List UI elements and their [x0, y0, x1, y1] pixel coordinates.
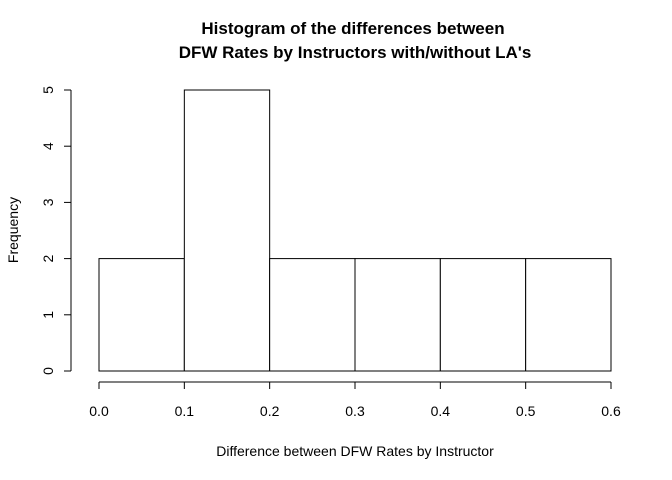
- y-tick-label-2: 2: [40, 254, 56, 262]
- y-tick-label-5: 5: [40, 86, 56, 94]
- histogram-bar-0: [98, 258, 185, 372]
- x-axis-label: Difference between DFW Rates by Instruct…: [216, 443, 494, 459]
- y-axis: 0 1 2 3 4 5: [40, 86, 72, 375]
- histogram-bars: [98, 89, 612, 372]
- x-tick-label-6: 0.6: [601, 403, 621, 419]
- x-tick-label-0: 0.0: [89, 403, 109, 419]
- x-axis: 0.0 0.1 0.2 0.3 0.4 0.5 0.6: [89, 381, 621, 419]
- histogram-bar-2: [269, 258, 356, 372]
- y-tick-label-4: 4: [40, 142, 56, 150]
- histogram-bar-5: [525, 258, 612, 372]
- chart-title-line-2: DFW Rates by Instructors with/without LA…: [179, 43, 532, 62]
- histogram-bar-1: [183, 89, 271, 372]
- x-tick-label-1: 0.1: [175, 403, 195, 419]
- x-tick-label-2: 0.2: [260, 403, 280, 419]
- histogram-bar-3: [354, 258, 441, 372]
- x-tick-label-5: 0.5: [516, 403, 536, 419]
- x-tick-label-4: 0.4: [431, 403, 451, 419]
- x-tick-label-3: 0.3: [345, 403, 365, 419]
- chart-title-line-1: Histogram of the differences between: [201, 19, 504, 38]
- y-axis-label: Frequency: [5, 197, 21, 263]
- y-tick-label-0: 0: [40, 367, 56, 375]
- y-tick-label-1: 1: [40, 311, 56, 319]
- y-tick-label-3: 3: [40, 198, 56, 206]
- histogram-bar-4: [439, 258, 527, 372]
